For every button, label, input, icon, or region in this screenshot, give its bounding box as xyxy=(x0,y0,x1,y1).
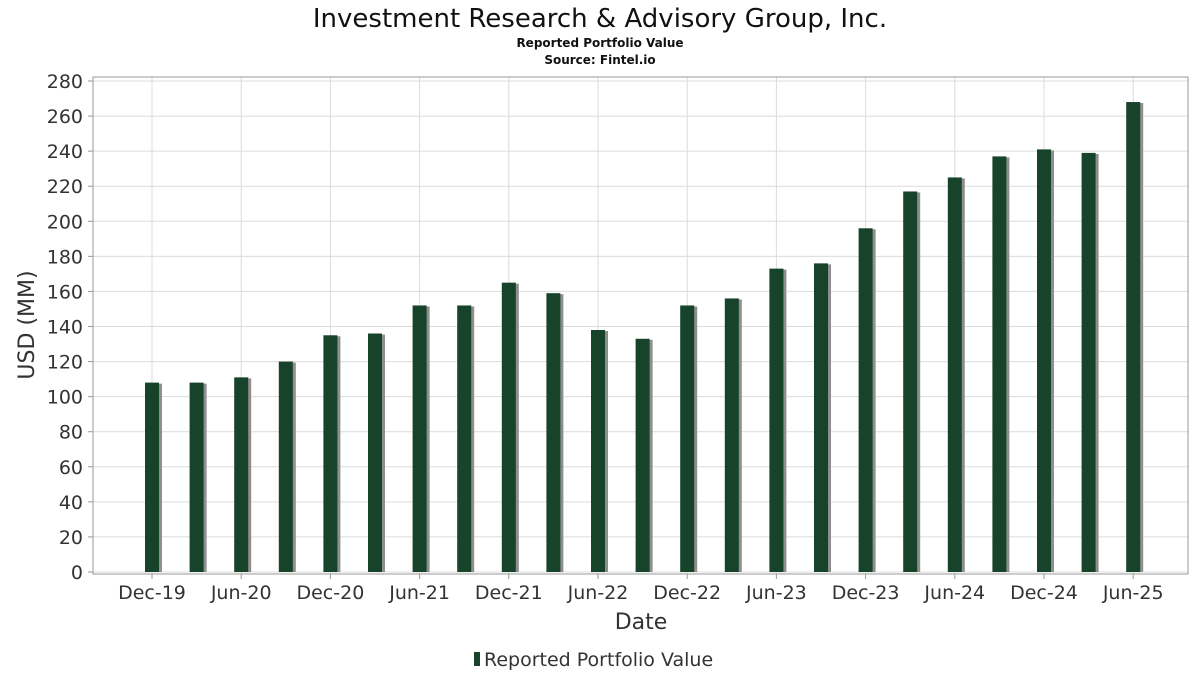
y-tick-label: 100 xyxy=(47,387,83,409)
x-tick-label: Dec-22 xyxy=(653,582,721,604)
y-tick-label: 120 xyxy=(47,352,83,374)
y-tick-label: 200 xyxy=(47,211,83,233)
x-tick-label: Dec-19 xyxy=(118,582,186,604)
bar xyxy=(368,333,382,572)
plot-frame xyxy=(92,76,1189,575)
bar xyxy=(680,305,695,572)
y-axis-label: USD (MM) xyxy=(15,270,40,379)
bar xyxy=(635,338,650,572)
x-tick-label: Dec-20 xyxy=(296,582,364,604)
y-tick-label: 60 xyxy=(59,457,83,479)
bar xyxy=(814,263,828,572)
y-tick-label: 260 xyxy=(47,106,83,128)
bar xyxy=(858,228,873,573)
y-tick-label: 280 xyxy=(47,71,83,93)
y-tick-label: 0 xyxy=(71,562,83,584)
bar xyxy=(234,377,249,572)
bar xyxy=(724,298,739,572)
y-tick-label: 240 xyxy=(47,141,83,163)
x-tick-label: Jun-23 xyxy=(745,582,807,604)
bar xyxy=(457,305,472,572)
y-tick-label: 140 xyxy=(47,317,83,339)
y-tick-label: 40 xyxy=(59,492,83,514)
y-tick-label: 80 xyxy=(59,422,83,444)
x-tick-label: Dec-24 xyxy=(1010,582,1078,604)
y-axis-ticks: 0 20 40 60 80 100 120 140 160 180 200 220 240 260 280 xyxy=(47,71,93,584)
y-tick-label: 20 xyxy=(59,527,83,549)
bar xyxy=(546,293,561,572)
bar xyxy=(903,191,918,572)
bar xyxy=(769,268,784,572)
bar xyxy=(1126,102,1141,573)
x-axis-label: Date xyxy=(615,610,668,635)
bar xyxy=(1037,149,1051,572)
bar xyxy=(947,177,962,573)
legend-swatch xyxy=(474,652,480,666)
x-tick-label: Jun-22 xyxy=(567,582,629,604)
legend-label: Reported Portfolio Value xyxy=(484,649,713,671)
x-tick-label: Jun-20 xyxy=(210,582,272,604)
x-tick-label: Dec-23 xyxy=(832,582,900,604)
x-tick-label: Jun-24 xyxy=(923,582,985,604)
bar xyxy=(412,305,427,572)
y-tick-label: 220 xyxy=(47,176,83,198)
bar xyxy=(278,361,293,572)
x-tick-label: Dec-21 xyxy=(475,582,543,604)
y-tick-label: 180 xyxy=(47,246,83,268)
bar xyxy=(145,382,159,572)
bar xyxy=(992,156,1007,572)
bar xyxy=(1081,152,1096,572)
chart-title: Investment Research & Advisory Group, In… xyxy=(313,4,887,34)
bar xyxy=(323,335,338,572)
bars xyxy=(145,102,1144,573)
bar xyxy=(189,382,204,572)
x-axis-ticks: Dec-19 Jun-20 Dec-20 Jun-21 Dec-21 Jun-22 Dec-… xyxy=(118,574,1164,604)
bar xyxy=(501,282,516,572)
x-tick-label: Jun-25 xyxy=(1102,582,1164,604)
y-tick-label: 160 xyxy=(47,281,83,303)
legend: Reported Portfolio Value xyxy=(474,649,713,671)
x-tick-label: Jun-21 xyxy=(388,582,450,604)
bar xyxy=(591,330,605,572)
chart-subtitle: Reported Portfolio Value xyxy=(516,36,683,50)
chart-source: Source: Fintel.io xyxy=(544,53,655,67)
